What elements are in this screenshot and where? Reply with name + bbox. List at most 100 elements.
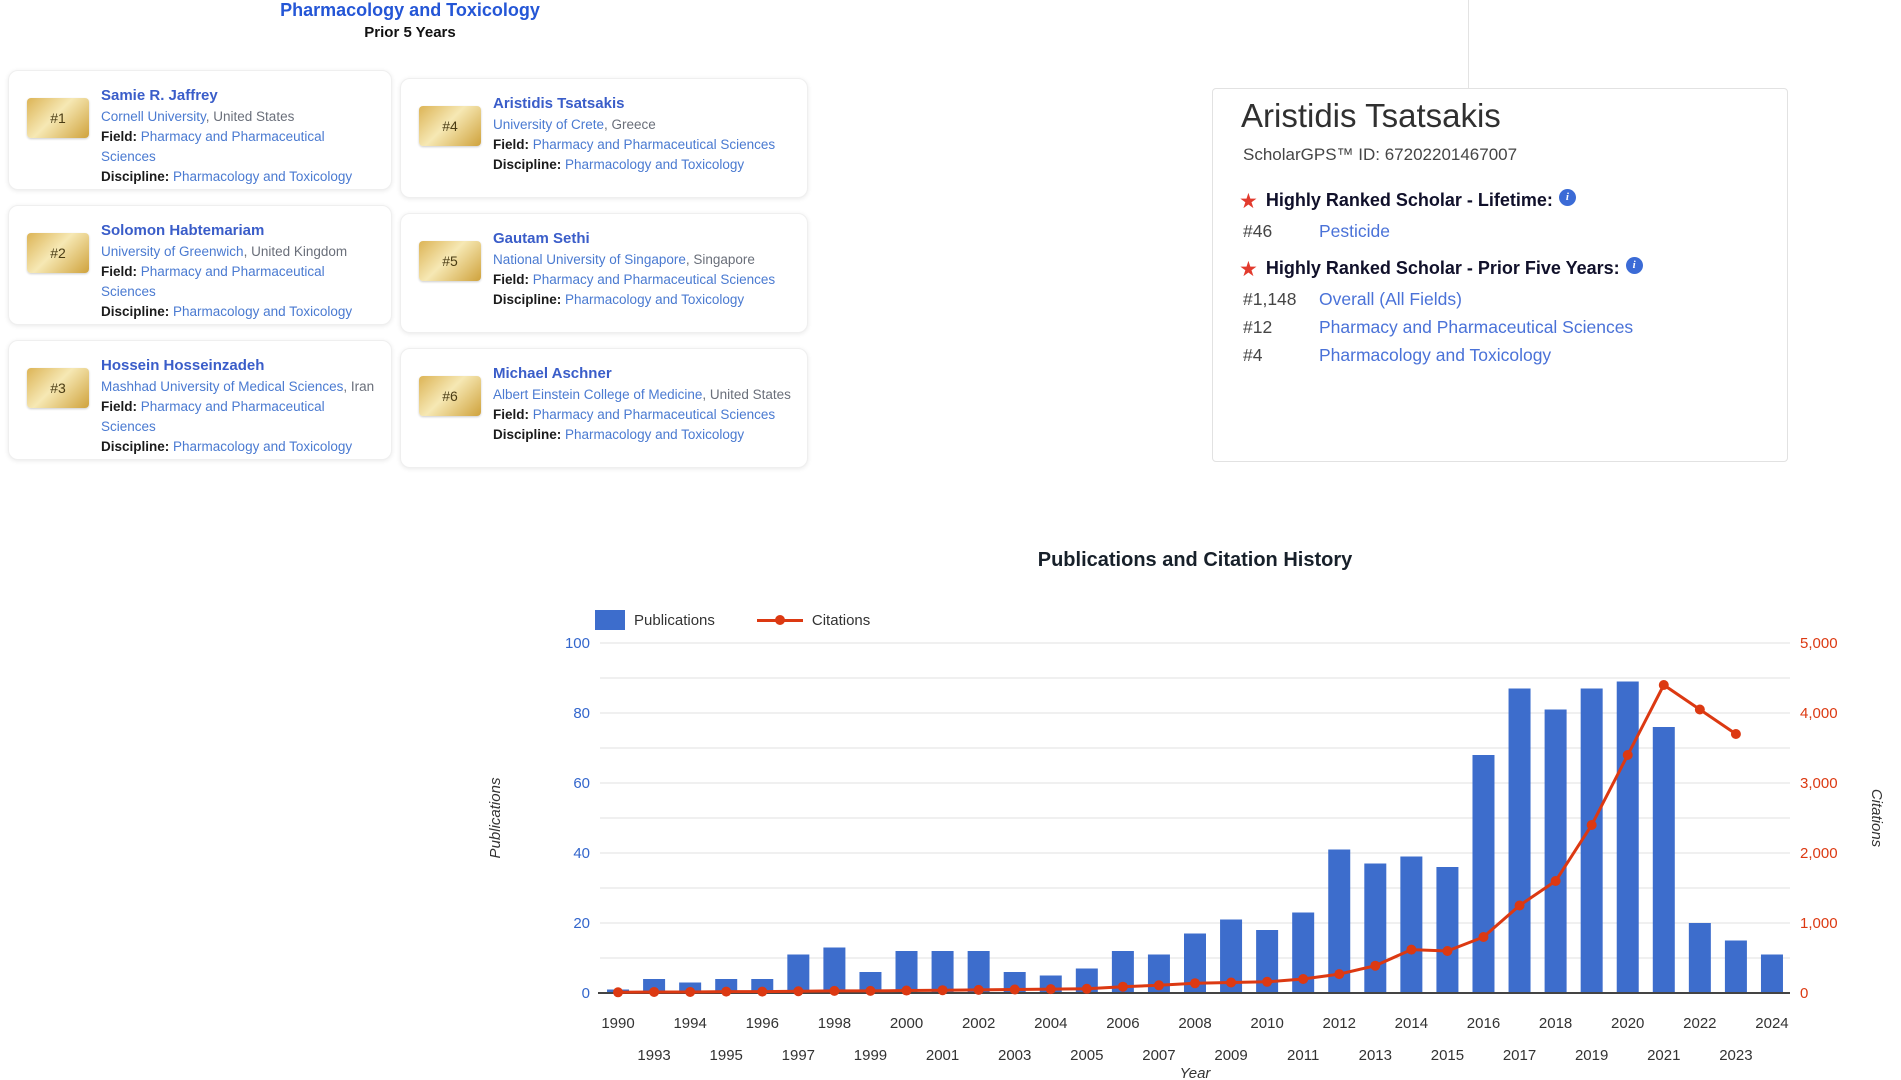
discipline-link[interactable]: Pharmacology and Toxicology (565, 427, 745, 442)
highly-ranked-header: ★ Highly Ranked Scholar - Prior Five Year… (1239, 257, 1643, 281)
scholar-name-link[interactable]: Solomon Habtemariam (101, 222, 265, 239)
citations-point (1226, 977, 1237, 988)
svg-text:3,000: 3,000 (1800, 775, 1838, 792)
svg-text:2015: 2015 (1431, 1047, 1464, 1064)
svg-text:2013: 2013 (1359, 1047, 1392, 1064)
discipline-link[interactable]: Pharmacology and Toxicology (565, 157, 745, 172)
highly-ranked-header: ★ Highly Ranked Scholar - Lifetime: i (1239, 189, 1576, 213)
scholar-name-link[interactable]: Hossein Hosseinzadeh (101, 357, 265, 374)
scholar-card-body: Michael Aschner Albert Einstein College … (493, 365, 799, 445)
affiliation-link[interactable]: Mashhad University of Medical Sciences (101, 379, 344, 394)
publications-bar (967, 951, 990, 993)
citations-point (1081, 983, 1092, 994)
discipline-link[interactable]: Pharmacology and Toxicology (173, 169, 353, 184)
publications-bar (715, 979, 738, 993)
rank-badge-label: #5 (442, 253, 458, 269)
citations-point (1190, 978, 1200, 989)
scholar-card-body: Aristidis Tsatsakis University of Crete,… (493, 95, 799, 175)
ranking-entry-rank: #4 (1243, 345, 1263, 365)
profile-scholargps-id: ScholarGPS™ ID: 67202201467007 (1243, 145, 1518, 164)
publications-bar (1580, 688, 1603, 993)
highly-ranked-title: Highly Ranked Scholar - Prior Five Years… (1265, 258, 1620, 278)
field-link[interactable]: Pharmacy and Pharmaceutical Sciences (101, 129, 325, 164)
svg-text:2001: 2001 (926, 1047, 959, 1064)
publications-bar (1724, 940, 1747, 993)
rank-badge: #1 (27, 98, 89, 138)
svg-text:40: 40 (573, 845, 590, 862)
citations-point (1406, 944, 1417, 955)
field-link[interactable]: Pharmacy and Pharmaceutical Sciences (532, 272, 776, 287)
scholar-field-row: Field: Pharmacy and Pharmaceutical Scien… (101, 397, 383, 437)
affiliation-link[interactable]: University of Greenwich (101, 244, 244, 259)
svg-text:0: 0 (1800, 985, 1808, 1002)
scholar-name-link[interactable]: Aristidis Tsatsakis (493, 95, 625, 112)
affiliation-link[interactable]: University of Crete (493, 117, 605, 132)
svg-text:2011: 2011 (1287, 1047, 1319, 1064)
discipline-link[interactable]: Pharmacology and Toxicology (173, 304, 353, 319)
ranking-entry-rank: #1,148 (1243, 289, 1297, 309)
field-label: Field: (493, 137, 529, 152)
scholar-card: #2 Solomon Habtemariam University of Gre… (8, 205, 392, 325)
affiliation-location: , Greece (604, 117, 656, 132)
scholar-name-link[interactable]: Gautam Sethi (493, 230, 590, 247)
ranking-entry-link[interactable]: Pesticide (1319, 221, 1391, 241)
affiliation-link[interactable]: Cornell University (101, 109, 206, 124)
field-link[interactable]: Pharmacy and Pharmaceutical Sciences (101, 264, 325, 299)
scholar-card-body: Samie R. Jaffrey Cornell University, Uni… (101, 87, 383, 187)
svg-text:2007: 2007 (1142, 1047, 1175, 1064)
scholar-card: #3 Hossein Hosseinzadeh Mashhad Universi… (8, 340, 392, 460)
publications-bar (931, 951, 954, 993)
citations-point (1586, 820, 1597, 830)
publications-legend-swatch (595, 610, 625, 630)
ranking-title: Pharmacology and Toxicology (280, 0, 540, 20)
scholar-card-body: Solomon Habtemariam University of Greenw… (101, 222, 383, 322)
discipline-label: Discipline: (493, 427, 562, 442)
citations-point (1478, 932, 1489, 942)
discipline-label: Discipline: (493, 157, 562, 172)
svg-text:80: 80 (573, 705, 590, 722)
publications-bar (1688, 923, 1711, 993)
svg-text:1995: 1995 (710, 1047, 743, 1064)
ranking-entry: #46 Pesticide (1243, 221, 1390, 242)
chart-title: Publications and Citation History (1037, 549, 1353, 571)
citations-point (1550, 876, 1561, 886)
svg-text:1993: 1993 (637, 1047, 670, 1064)
ranking-entry-link[interactable]: Pharmacology and Toxicology (1319, 345, 1552, 365)
affiliation-location: , United States (702, 387, 791, 402)
publications-bar (1111, 951, 1134, 993)
citations-point (1622, 750, 1633, 760)
svg-text:2009: 2009 (1214, 1047, 1247, 1064)
affiliation-link[interactable]: Albert Einstein College of Medicine (493, 387, 703, 402)
highly-ranked-title: Highly Ranked Scholar - Lifetime: (1265, 190, 1553, 210)
citations-point (973, 984, 984, 995)
publications-bar (643, 979, 666, 993)
ranking-entry-link[interactable]: Overall (All Fields) (1319, 289, 1462, 309)
field-link[interactable]: Pharmacy and Pharmaceutical Sciences (532, 137, 776, 152)
publications-bar (859, 972, 882, 993)
scholar-name-link[interactable]: Michael Aschner (493, 365, 612, 382)
discipline-link[interactable]: Pharmacology and Toxicology (565, 292, 745, 307)
scholar-discipline-row: Discipline: Pharmacology and Toxicology (493, 290, 799, 310)
rank-badge: #3 (27, 368, 89, 408)
svg-text:1994: 1994 (673, 1015, 706, 1032)
field-link[interactable]: Pharmacy and Pharmaceutical Sciences (532, 407, 776, 422)
info-icon[interactable]: i (1558, 189, 1576, 206)
ranking-entry-link[interactable]: Pharmacy and Pharmaceutical Sciences (1319, 317, 1634, 337)
chart-legend: Publications Citations (595, 610, 870, 630)
citations-point (865, 985, 876, 996)
scholar-card: #1 Samie R. Jaffrey Cornell University, … (8, 70, 392, 190)
scholar-card-body: Hossein Hosseinzadeh Mashhad University … (101, 357, 383, 457)
svg-text:2005: 2005 (1070, 1047, 1103, 1064)
ranking-entry-rank: #46 (1243, 221, 1273, 241)
affiliation-link[interactable]: National University of Singapore (493, 252, 686, 267)
field-label: Field: (493, 407, 529, 422)
ranking-entry: #1,148 Overall (All Fields) (1243, 289, 1462, 310)
field-label: Field: (101, 399, 137, 414)
field-link[interactable]: Pharmacy and Pharmaceutical Sciences (101, 399, 325, 434)
info-icon[interactable]: i (1625, 257, 1643, 274)
discipline-link[interactable]: Pharmacology and Toxicology (173, 439, 353, 454)
scholar-name-link[interactable]: Samie R. Jaffrey (101, 87, 218, 104)
scholar-discipline-row: Discipline: Pharmacology and Toxicology (493, 155, 799, 175)
scholar-field-row: Field: Pharmacy and Pharmaceutical Scien… (101, 127, 383, 167)
citations-point (1117, 981, 1128, 992)
